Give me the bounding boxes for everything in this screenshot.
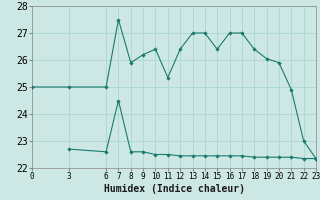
X-axis label: Humidex (Indice chaleur): Humidex (Indice chaleur) <box>103 184 244 194</box>
